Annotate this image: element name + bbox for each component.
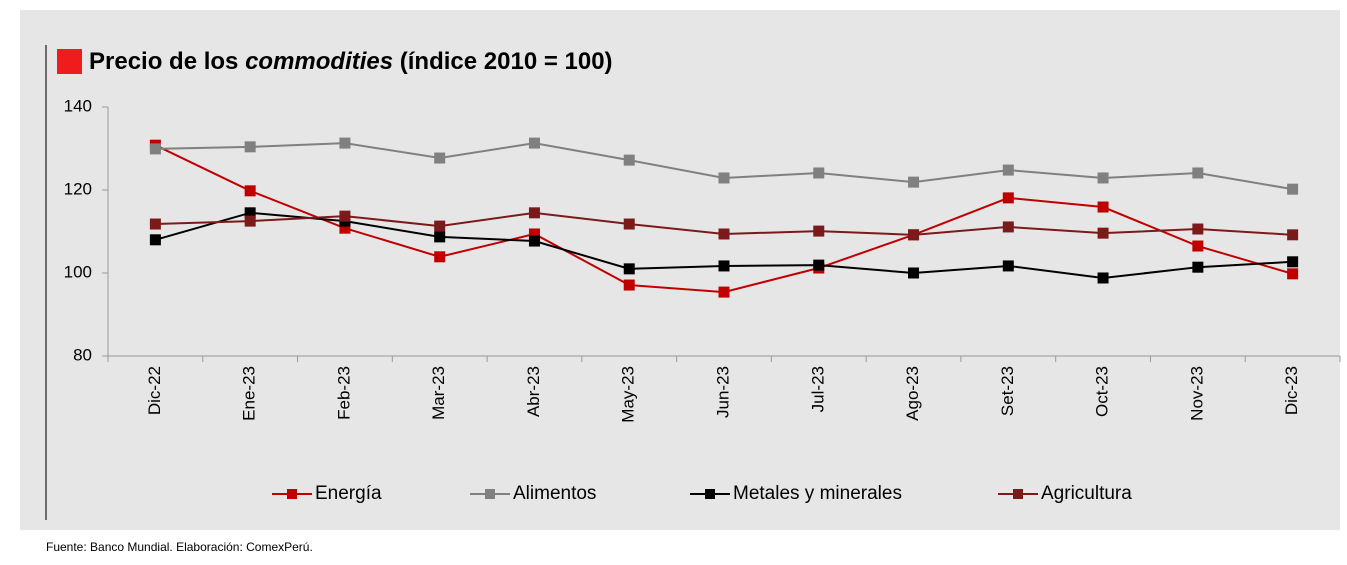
point [623, 279, 635, 291]
legend-marker [705, 489, 715, 499]
point [1287, 229, 1299, 241]
point [528, 207, 540, 219]
point [1097, 227, 1109, 239]
point [434, 152, 446, 164]
point [1287, 268, 1299, 280]
title-part: Precio de los [89, 48, 245, 75]
point [1192, 167, 1204, 179]
point [434, 251, 446, 263]
y-tick-label: 80 [73, 345, 92, 364]
point [1287, 183, 1299, 195]
point [244, 141, 256, 153]
point [1192, 240, 1204, 252]
point [149, 218, 161, 230]
point [813, 167, 825, 179]
title-part: (índice 2010 = 100) [393, 48, 612, 75]
point [1002, 260, 1014, 272]
x-tick-label: Feb-23 [334, 366, 353, 420]
legend-label: Alimentos [513, 483, 596, 504]
point [623, 218, 635, 230]
x-tick-label: Ago-23 [903, 366, 922, 421]
legend-marker [485, 489, 495, 499]
point [718, 286, 730, 298]
point [1002, 192, 1014, 204]
point [149, 143, 161, 155]
x-tick-label: Dic-22 [145, 366, 164, 415]
point [623, 154, 635, 166]
point [528, 228, 540, 240]
y-tick-label: 140 [64, 96, 92, 115]
point [339, 210, 351, 222]
point [244, 215, 256, 227]
point [244, 207, 256, 219]
x-tick-label: Oct-23 [1093, 366, 1112, 417]
point [1097, 172, 1109, 184]
source: Fuente: Banco Mundial. Elaboración: Come… [46, 540, 313, 554]
point [623, 263, 635, 275]
point [528, 235, 540, 247]
title-part: commodities [245, 48, 393, 75]
point [908, 267, 920, 279]
point [434, 231, 446, 243]
title-marker [57, 49, 82, 74]
legend-marker [1013, 489, 1023, 499]
y-tick-label: 100 [64, 262, 92, 281]
point [813, 225, 825, 237]
panel [20, 10, 1340, 530]
x-tick-label: Abr-23 [524, 366, 543, 417]
legend-marker [287, 489, 297, 499]
x-tick-label: Nov-23 [1187, 366, 1206, 421]
x-tick-label: May-23 [619, 366, 638, 423]
point [718, 228, 730, 240]
point [434, 220, 446, 232]
point [1097, 201, 1109, 213]
legend-label: Agricultura [1041, 483, 1132, 504]
point [528, 137, 540, 149]
point [1002, 164, 1014, 176]
x-tick-label: Jul-23 [808, 366, 827, 412]
x-tick-label: Set-23 [998, 366, 1017, 416]
point [244, 185, 256, 197]
x-tick-label: Dic-23 [1282, 366, 1301, 415]
point [908, 176, 920, 188]
point [1097, 272, 1109, 284]
point [339, 137, 351, 149]
legend-label: Energía [315, 483, 382, 504]
x-tick-label: Mar-23 [429, 366, 448, 420]
point [1002, 221, 1014, 233]
point [813, 259, 825, 271]
point [1192, 261, 1204, 273]
legend-label: Metales y minerales [733, 483, 902, 504]
x-tick-label: Ene-23 [240, 366, 259, 421]
chart-title: Precio de los commodities (índice 2010 =… [89, 48, 613, 75]
point [718, 172, 730, 184]
point [1192, 223, 1204, 235]
point [1287, 256, 1299, 268]
x-tick-label: Jun-23 [713, 366, 732, 418]
y-tick-label: 120 [64, 179, 92, 198]
point [339, 222, 351, 234]
point [908, 229, 920, 241]
point [718, 260, 730, 272]
point [149, 234, 161, 246]
